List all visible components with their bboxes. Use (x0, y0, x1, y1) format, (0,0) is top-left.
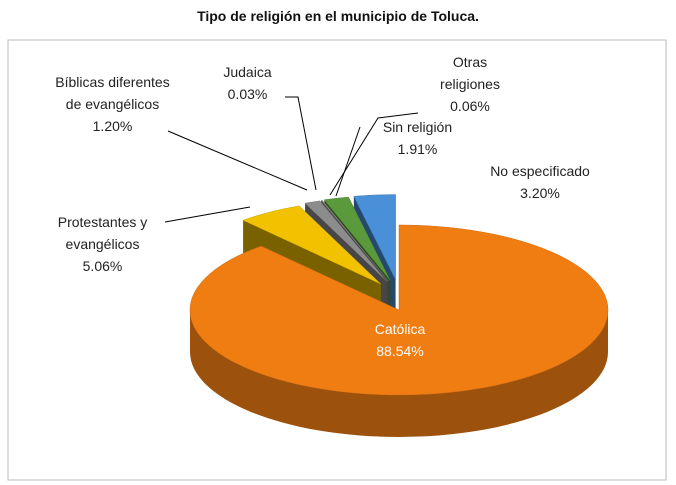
data-label: Judaica 0.03% (210, 61, 285, 105)
value-label: 88.54% (376, 343, 424, 359)
leader-line (285, 96, 317, 191)
category-label: Judaica (223, 64, 272, 80)
leader-line (164, 206, 251, 223)
category-label: Protestantes y evangélicos (57, 214, 148, 252)
value-label: 0.06% (450, 98, 490, 114)
data-label: No especificado 3.20% (490, 160, 590, 204)
slice (189, 224, 609, 396)
slice (320, 200, 389, 282)
category-label: Otras religiones (440, 54, 500, 92)
value-label: 1.91% (397, 141, 438, 157)
leader-line (329, 112, 419, 196)
value-label: 5.06% (82, 258, 123, 274)
slice (353, 194, 396, 280)
category-label: Bíblicas diferentes de evangélicos (55, 74, 170, 112)
chart-title: Tipo de religión en el municipio de Tolu… (197, 8, 479, 24)
value-label: 1.20% (92, 118, 133, 134)
slice (304, 200, 388, 282)
data-label: Otras religiones 0.06% (425, 51, 515, 117)
value-label: 3.20% (520, 185, 560, 201)
slice (323, 196, 391, 281)
data-label: Bíblicas diferentes de evangélicos 1.20% (55, 71, 170, 137)
slice-side (190, 310, 608, 437)
category-label: Católica (374, 321, 426, 337)
data-label: Católica 88.54% (330, 318, 470, 362)
slice (242, 205, 382, 285)
value-label: 0.03% (227, 86, 268, 102)
category-label: No especificado (490, 163, 590, 179)
leader-line (167, 130, 308, 191)
chart-border (7, 39, 667, 481)
leader-line (335, 126, 361, 197)
data-label: Protestantes y evangélicos 5.06% (40, 211, 165, 277)
category-label: Sin religión (382, 119, 453, 135)
data-label: Sin religión 1.91% (360, 116, 475, 160)
